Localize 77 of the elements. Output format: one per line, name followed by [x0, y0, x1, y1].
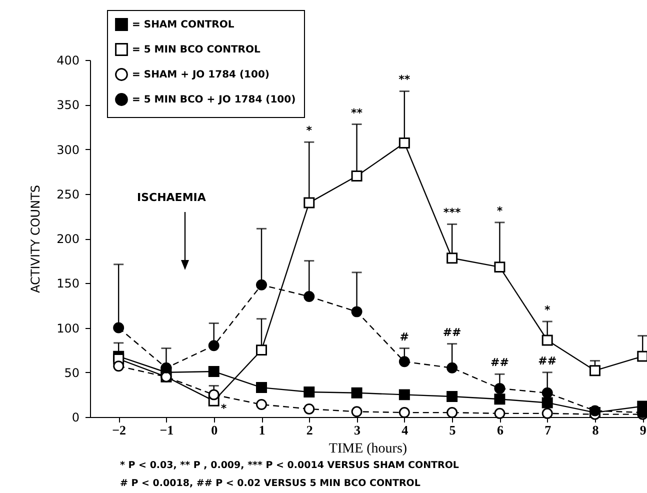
point [256, 344, 267, 356]
point [494, 408, 506, 419]
point [542, 397, 553, 408]
point [304, 197, 315, 208]
x-tick-label: 3 [354, 422, 362, 438]
annotation: ** [398, 73, 410, 86]
y-tick-label: 150 [56, 276, 80, 291]
point [542, 387, 553, 398]
point [446, 252, 458, 264]
y-tick-label: 250 [56, 187, 80, 202]
x-tick-label: 2 [306, 422, 313, 438]
point [351, 170, 362, 182]
annotation: ## [538, 354, 557, 368]
annotation: * [306, 124, 312, 138]
annotation: # [400, 330, 410, 344]
point [494, 382, 506, 394]
point [304, 403, 315, 414]
point [542, 334, 553, 346]
point [398, 138, 410, 148]
point [398, 407, 410, 418]
legend-label: = 5 MIN BCO + JO 1784 (100) [132, 94, 296, 106]
point [256, 399, 267, 410]
x-tick-label: 9 [640, 422, 647, 438]
point [208, 340, 220, 352]
x-tick-label: 8 [592, 422, 600, 438]
annotation: ## [490, 356, 509, 370]
point [208, 366, 220, 377]
x-axis-title: TIME (hours) [328, 442, 408, 456]
point [494, 262, 506, 273]
y-tick-label: 100 [56, 321, 80, 336]
x-tick-label: 1 [258, 422, 266, 438]
annotation: * [220, 402, 227, 415]
point [256, 279, 267, 290]
legend-label: = SHAM CONTROL [132, 20, 235, 30]
point [446, 407, 458, 418]
y-tick-label: 200 [56, 232, 80, 246]
annotation: ** [351, 106, 363, 120]
point [160, 362, 172, 374]
point [113, 322, 124, 334]
x-tick-label: 4 [402, 422, 409, 438]
annotation: ISCHAEMIA [137, 191, 206, 204]
point [256, 382, 267, 394]
annotation: * [496, 204, 503, 218]
y-axis-title: ACTIVITY COUNTS [28, 185, 43, 293]
x-tick-label: 7 [544, 422, 552, 438]
point [542, 408, 553, 419]
annotation: ## [442, 326, 462, 339]
point [637, 350, 647, 362]
x-tick-label: 0 [211, 422, 218, 438]
point [351, 387, 362, 398]
point [589, 365, 600, 376]
point [446, 362, 458, 374]
point [304, 291, 315, 302]
legend-label: = SHAM + JO 1784 (100) [132, 70, 270, 80]
y-tick-label: 0 [72, 410, 80, 424]
point [351, 306, 362, 318]
text: # P < 0.0018, ## P < 0.02 VERSUS 5 MIN BCO CONTROL [120, 477, 422, 491]
point [446, 390, 458, 402]
y-tick-label: 400 [56, 54, 80, 68]
point [398, 389, 410, 400]
x-tick-label: −1 [160, 422, 174, 438]
legend-label: = 5 MIN BCO CONTROL [132, 44, 261, 56]
point [398, 356, 410, 368]
y-tick-label: 50 [64, 366, 80, 380]
x-tick-label: 6 [496, 422, 504, 438]
x-tick-label: −2 [112, 422, 126, 438]
y-tick-label: 350 [56, 98, 80, 112]
point [113, 360, 124, 372]
text: * P < 0.03, ** P , 0.009, *** P < 0.0014 VERSUS SHAM CONTROL [120, 459, 460, 473]
point [494, 394, 506, 405]
x-tick-label: 5 [449, 422, 456, 438]
point [208, 389, 220, 400]
annotation: *** [443, 206, 461, 220]
annotation: * [544, 304, 550, 317]
y-tick-label: 300 [56, 142, 80, 157]
point [304, 386, 315, 398]
point [351, 406, 362, 418]
